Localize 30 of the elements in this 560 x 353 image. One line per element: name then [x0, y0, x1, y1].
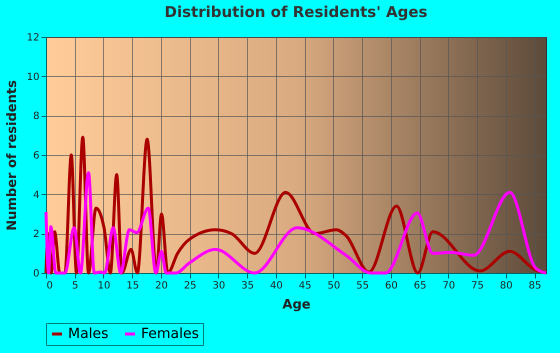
- x-axis-title: Age: [282, 298, 311, 312]
- y-tick-label: 0: [33, 268, 40, 280]
- legend-label: Females: [141, 326, 199, 342]
- x-tick-label: 55: [356, 280, 369, 292]
- x-tick-label: 70: [442, 280, 456, 292]
- chart-title: Distribution of Residents' Ages: [164, 3, 428, 21]
- x-tick-label: 15: [126, 280, 140, 292]
- x-tick-label: 60: [384, 280, 398, 292]
- y-tick-label: 12: [26, 32, 40, 44]
- x-tick-label: 50: [327, 280, 340, 292]
- legend-label: Males: [68, 326, 108, 342]
- y-tick-label: 2: [33, 229, 40, 240]
- x-tick-label: 10: [98, 280, 110, 292]
- x-tick-label: 5: [72, 280, 78, 292]
- x-tick-label: 25: [184, 280, 197, 292]
- x-tick-label: 35: [241, 280, 254, 292]
- x-tick-label: 85: [528, 280, 542, 292]
- x-tick-label: 75: [471, 280, 484, 292]
- x-tick-label: 20: [155, 280, 168, 292]
- y-axis-title: Number of residents: [4, 80, 20, 231]
- x-tick-label: 0: [46, 280, 53, 292]
- x-tick-label: 65: [414, 280, 426, 292]
- y-tick-label: 4: [33, 190, 40, 201]
- x-tick-label: 30: [212, 280, 226, 292]
- y-tick-label: 8: [33, 111, 40, 122]
- y-tick-label: 6: [33, 150, 40, 162]
- x-tick-label: 45: [298, 280, 312, 292]
- x-tick-label: 40: [270, 280, 283, 292]
- y-tick-label: 10: [26, 72, 40, 83]
- x-tick-label: 80: [500, 280, 513, 292]
